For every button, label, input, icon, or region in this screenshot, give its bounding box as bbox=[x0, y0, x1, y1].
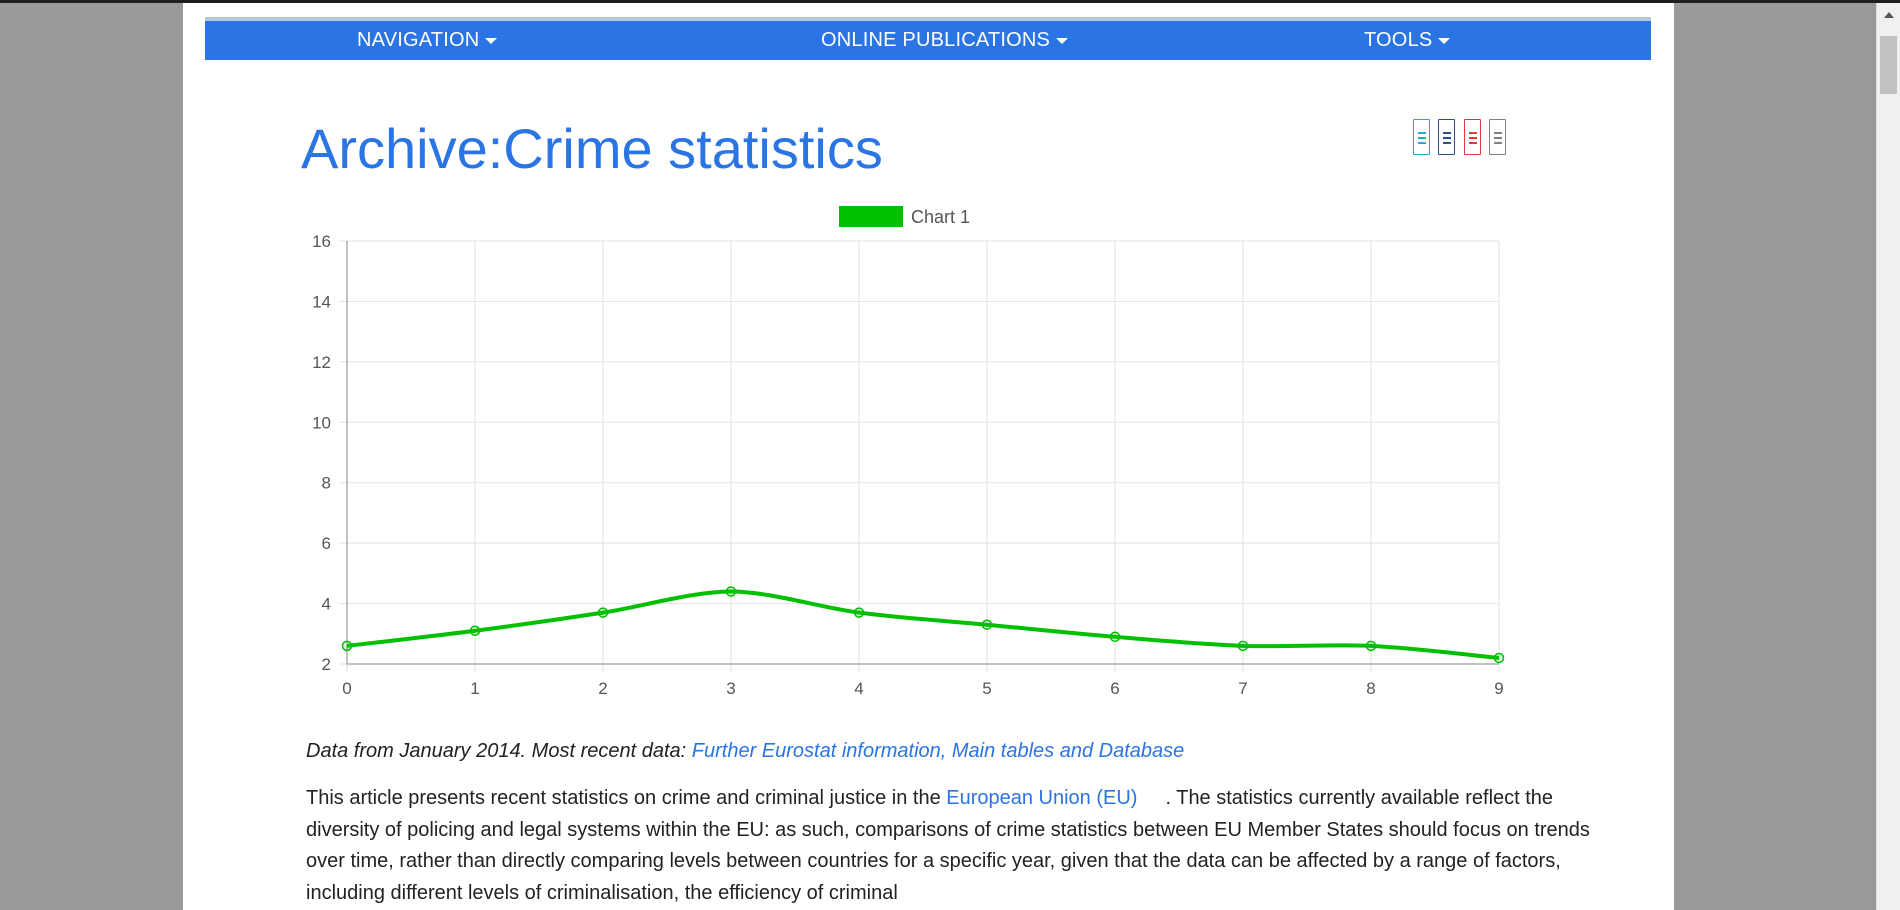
eu-link[interactable]: European Union (EU) bbox=[946, 787, 1138, 809]
y-tick-label: 2 bbox=[322, 655, 331, 674]
intro-text-rest: . The statistics currently available ref… bbox=[306, 787, 1590, 904]
x-tick-label: 4 bbox=[854, 679, 863, 698]
scroll-up-arrow-icon[interactable] bbox=[1884, 12, 1894, 18]
x-axis-ticks: 0 1 2 3 4 5 6 7 8 9 bbox=[342, 679, 1503, 698]
y-tick-label: 12 bbox=[312, 353, 331, 372]
data-point bbox=[1237, 640, 1249, 652]
caret-down-icon bbox=[1438, 37, 1451, 44]
y-tick-label: 8 bbox=[322, 474, 331, 493]
pdf-icon[interactable] bbox=[1464, 119, 1481, 155]
x-tick-label: 8 bbox=[1366, 679, 1375, 698]
nav-navigation-label: NAVIGATION bbox=[357, 29, 480, 51]
y-axis-ticks: 2 4 6 8 10 12 14 16 bbox=[312, 232, 331, 674]
main-navbar: NAVIGATION ONLINE PUBLICATIONS TOOLS bbox=[205, 17, 1651, 60]
nav-tools-dropdown[interactable]: TOOLS bbox=[1364, 21, 1451, 60]
print-icon[interactable] bbox=[1413, 119, 1430, 155]
caret-down-icon bbox=[1056, 37, 1069, 44]
caption-link[interactable]: Further Eurostat information, Main table… bbox=[691, 740, 1185, 762]
y-tick-label: 4 bbox=[322, 595, 331, 614]
data-point bbox=[469, 625, 481, 637]
chart-caption: Data from January 2014. Most recent data… bbox=[306, 740, 1184, 763]
x-tick-label: 7 bbox=[1238, 679, 1247, 698]
nav-navigation-dropdown[interactable]: NAVIGATION bbox=[357, 21, 498, 60]
chart-axes bbox=[346, 241, 1499, 665]
data-point bbox=[1109, 631, 1121, 643]
series-line bbox=[346, 589, 1500, 660]
caret-down-icon bbox=[485, 37, 498, 44]
vertical-scrollbar[interactable] bbox=[1876, 3, 1900, 910]
x-tick-label: 0 bbox=[342, 679, 351, 698]
legend-swatch bbox=[839, 206, 903, 227]
x-tick-label: 1 bbox=[470, 679, 479, 698]
data-point bbox=[981, 619, 993, 630]
x-tick-label: 6 bbox=[1110, 679, 1119, 698]
x-tick-label: 3 bbox=[726, 679, 735, 698]
data-point bbox=[725, 586, 737, 597]
caption-text: Data from January 2014. Most recent data… bbox=[306, 740, 692, 762]
nav-online-publications-dropdown[interactable]: ONLINE PUBLICATIONS bbox=[821, 21, 1069, 60]
data-point bbox=[1365, 640, 1377, 652]
scroll-thumb[interactable] bbox=[1880, 36, 1897, 94]
document-icon[interactable] bbox=[1489, 119, 1506, 155]
nav-tools-label: TOOLS bbox=[1364, 29, 1433, 51]
export-icon[interactable] bbox=[1438, 119, 1455, 155]
y-tick-label: 14 bbox=[312, 292, 331, 311]
x-tick-label: 2 bbox=[598, 679, 607, 698]
y-tick-label: 6 bbox=[322, 534, 331, 553]
data-point bbox=[341, 640, 353, 652]
x-tick-label: 9 bbox=[1494, 679, 1503, 698]
window-top-border bbox=[0, 0, 1900, 3]
page-container: NAVIGATION ONLINE PUBLICATIONS TOOLS Arc… bbox=[183, 3, 1674, 910]
legend-label: Chart 1 bbox=[911, 207, 970, 227]
data-point bbox=[853, 607, 865, 618]
intro-paragraph: This article presents recent statistics … bbox=[306, 783, 1606, 909]
y-tick-label: 16 bbox=[312, 232, 331, 251]
x-tick-label: 5 bbox=[982, 679, 991, 698]
intro-text-start: This article presents recent statistics … bbox=[306, 787, 947, 809]
chart-series bbox=[341, 586, 1505, 664]
data-point bbox=[597, 607, 609, 618]
chart-legend: Chart 1 bbox=[839, 206, 970, 227]
y-tick-label: 10 bbox=[312, 413, 331, 432]
data-point bbox=[1493, 652, 1505, 664]
page-title: Archive:Crime statistics bbox=[301, 117, 883, 180]
nav-online-publications-label: ONLINE PUBLICATIONS bbox=[821, 29, 1051, 51]
chart-grid bbox=[339, 240, 1500, 672]
